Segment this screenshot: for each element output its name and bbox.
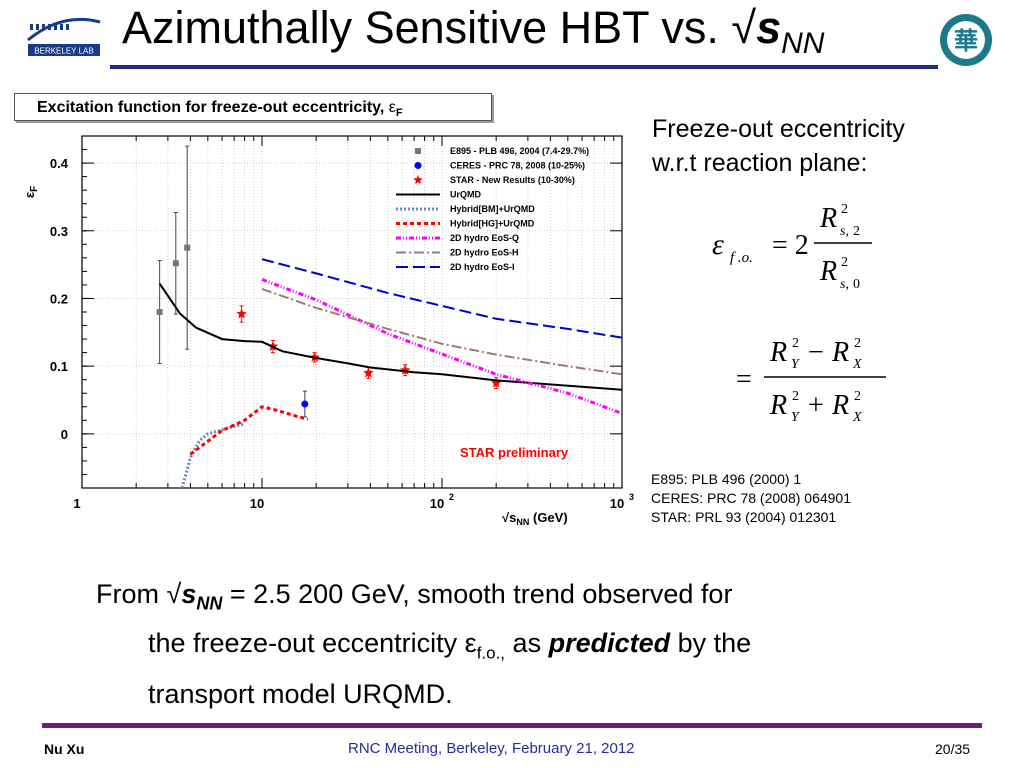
berkeley-lab-logo-text: BERKELEY LAB [34, 47, 93, 56]
y-axis-label: εF [22, 186, 40, 198]
svg-text:2: 2 [792, 336, 799, 351]
reference-star: STAR: PRL 93 (2004) 012301 [651, 509, 837, 525]
svg-text:f .o.: f .o. [730, 250, 753, 266]
y-tick-label: 0.2 [50, 291, 68, 306]
x-tick-label: 1 [73, 496, 80, 511]
svg-text:R: R [819, 256, 837, 287]
reference-e895: E895: PLB 496 (2000) 1 [651, 471, 802, 487]
svg-text:0: 0 [853, 277, 860, 292]
svg-text:s,: s, [840, 277, 849, 292]
x-tick-label-exponent: 3 [629, 492, 634, 502]
y-tick-label: 0.1 [50, 359, 68, 374]
svg-text:s,: s, [840, 224, 849, 239]
svg-text:R: R [831, 337, 849, 368]
chart-svg: 1 10 10 2 10 3 0 0.1 0.2 0.3 0.4 √sNN (GeV) E895 - … [22, 135, 634, 527]
legend-label-star-new-results-10-30: STAR - New Results (10-30%) [450, 175, 575, 185]
x-tick-label: 10 [610, 496, 624, 511]
series-line-2d-hydro-eos-h [261, 288, 622, 376]
legend-label-ceres-prc-78-2008-10-25: CERES - PRC 78, 2008 (10-25%) [450, 161, 585, 171]
footer-meeting: RNC Meeting, Berkeley, February 21, 2012 [348, 740, 635, 757]
svg-text:Y: Y [791, 410, 801, 425]
desc-line-1: Freeze-out eccentricity [652, 115, 905, 143]
data-point-e895-plb-496-2004-7-4-29-7 [172, 260, 179, 267]
summary-line-3: transport model URQMD. [148, 678, 453, 709]
eccentricity-formula: ε f .o. = 2 R 2 s, 2 R 2 s, 0 = R 2 Y − R … [700, 196, 1010, 436]
svg-text:2: 2 [841, 255, 848, 270]
data-point-e895-plb-496-2004-7-4-29-7 [184, 244, 191, 251]
x-tick-label: 10 [430, 496, 444, 511]
y-tick-label: 0.4 [50, 156, 69, 171]
svg-text:=: = [736, 364, 752, 395]
seal-character: 華 [954, 27, 978, 55]
series-line-hybrid-hg-urqmd [189, 405, 309, 456]
legend-label-urqmd: UrQMD [450, 190, 481, 200]
data-point-star-new-results-10-30 [363, 367, 374, 378]
reference-ceres: CERES: PRC 78 (2008) 064901 [651, 490, 851, 506]
y-tick-label: 0.3 [50, 224, 68, 239]
berkeley-lab-logo: BERKELEY LAB [22, 10, 106, 60]
footer-page-number: 20/35 [935, 741, 971, 757]
x-axis-label-sub: NN [516, 517, 529, 526]
legend-label-hybrid-bm-urqmd: Hybrid[BM]+UrQMD [450, 204, 535, 214]
references: E895: PLB 496 (2000) 1 CERES: PRC 78 (20… [651, 470, 851, 527]
university-seal-logo: 華 [938, 12, 994, 68]
series-line-2d-hydro-eos-q [261, 278, 622, 415]
svg-text:2: 2 [853, 224, 860, 239]
series-line-2d-hydro-eos-i [261, 258, 622, 339]
legend-swatch-star-new-results-10-30 [413, 175, 423, 184]
svg-text:2: 2 [841, 202, 848, 217]
svg-text:ε: ε [712, 228, 724, 261]
data-point-star-new-results-10-30 [236, 308, 247, 319]
legend-label-2d-hydro-eos-q: 2D hydro EoS-Q [450, 233, 519, 243]
legend-swatch-ceres-prc-78-2008-10-25 [414, 162, 422, 169]
summary-line-1: From √sNN = 2.5 200 GeV, smooth trend ob… [96, 579, 733, 614]
legend-label-hybrid-hg-urqmd: Hybrid[HG]+UrQMD [450, 219, 535, 229]
legend-label-2d-hydro-eos-h: 2D hydro EoS-H [450, 248, 519, 258]
y-axis-label-sub: F [29, 186, 40, 192]
x-tick-label-exponent: 2 [449, 492, 454, 502]
svg-text:R: R [831, 390, 849, 421]
eccentricity-description: Freeze-out eccentricity w.r.t reaction p… [652, 112, 905, 180]
svg-text:2: 2 [854, 336, 861, 351]
svg-text:X: X [852, 410, 862, 425]
star-preliminary-label: STAR preliminary [460, 445, 569, 460]
svg-text:X: X [852, 357, 862, 372]
svg-text:2: 2 [854, 389, 861, 404]
desc-line-2: w.r.t reaction plane: [652, 149, 868, 177]
x-axis-label-unit: (GeV) [529, 510, 567, 525]
legend-swatch-e895-plb-496-2004-7-4-29-7 [415, 148, 421, 154]
summary-text: From √sNN = 2.5 200 GeV, smooth trend ob… [96, 574, 956, 714]
y-tick-label: 0 [61, 427, 68, 442]
footer-rule [42, 723, 982, 728]
plot-frame [81, 135, 623, 489]
data-point-e895-plb-496-2004-7-4-29-7 [156, 309, 163, 315]
eccentricity-chart: 1 10 10 2 10 3 0 0.1 0.2 0.3 0.4 √sNN (GeV) E895 - … [10, 126, 640, 527]
title-rule [110, 65, 938, 69]
svg-text:R: R [769, 390, 787, 421]
data-point-ceres-prc-78-2008-10-25 [301, 400, 309, 408]
legend-label-2d-hydro-eos-i: 2D hydro EoS-I [450, 262, 515, 272]
slide-title: Azimuthally Sensitive HBT vs. √sNN [122, 2, 825, 60]
series-line-urqmd [158, 283, 622, 391]
footer-author: Nu Xu [44, 741, 85, 757]
svg-text:Y: Y [791, 357, 801, 372]
legend-label-e895-plb-496-2004-7-4-29-7: E895 - PLB 496, 2004 (7.4-29.7%) [450, 146, 589, 156]
svg-text:R: R [769, 337, 787, 368]
svg-text:2: 2 [792, 389, 799, 404]
svg-text:+: + [808, 390, 824, 421]
svg-text:= 2: = 2 [772, 230, 809, 261]
x-tick-label: 10 [250, 496, 264, 511]
svg-text:R: R [819, 203, 837, 234]
data-point-star-new-results-10-30 [491, 377, 502, 388]
summary-line-2: the freeze-out eccentricity εf.o., as pr… [148, 628, 752, 663]
svg-text:−: − [808, 337, 824, 368]
plot-title: Excitation function for freeze-out eccen… [14, 93, 492, 121]
x-axis-label: √sNN (GeV) [502, 510, 568, 526]
